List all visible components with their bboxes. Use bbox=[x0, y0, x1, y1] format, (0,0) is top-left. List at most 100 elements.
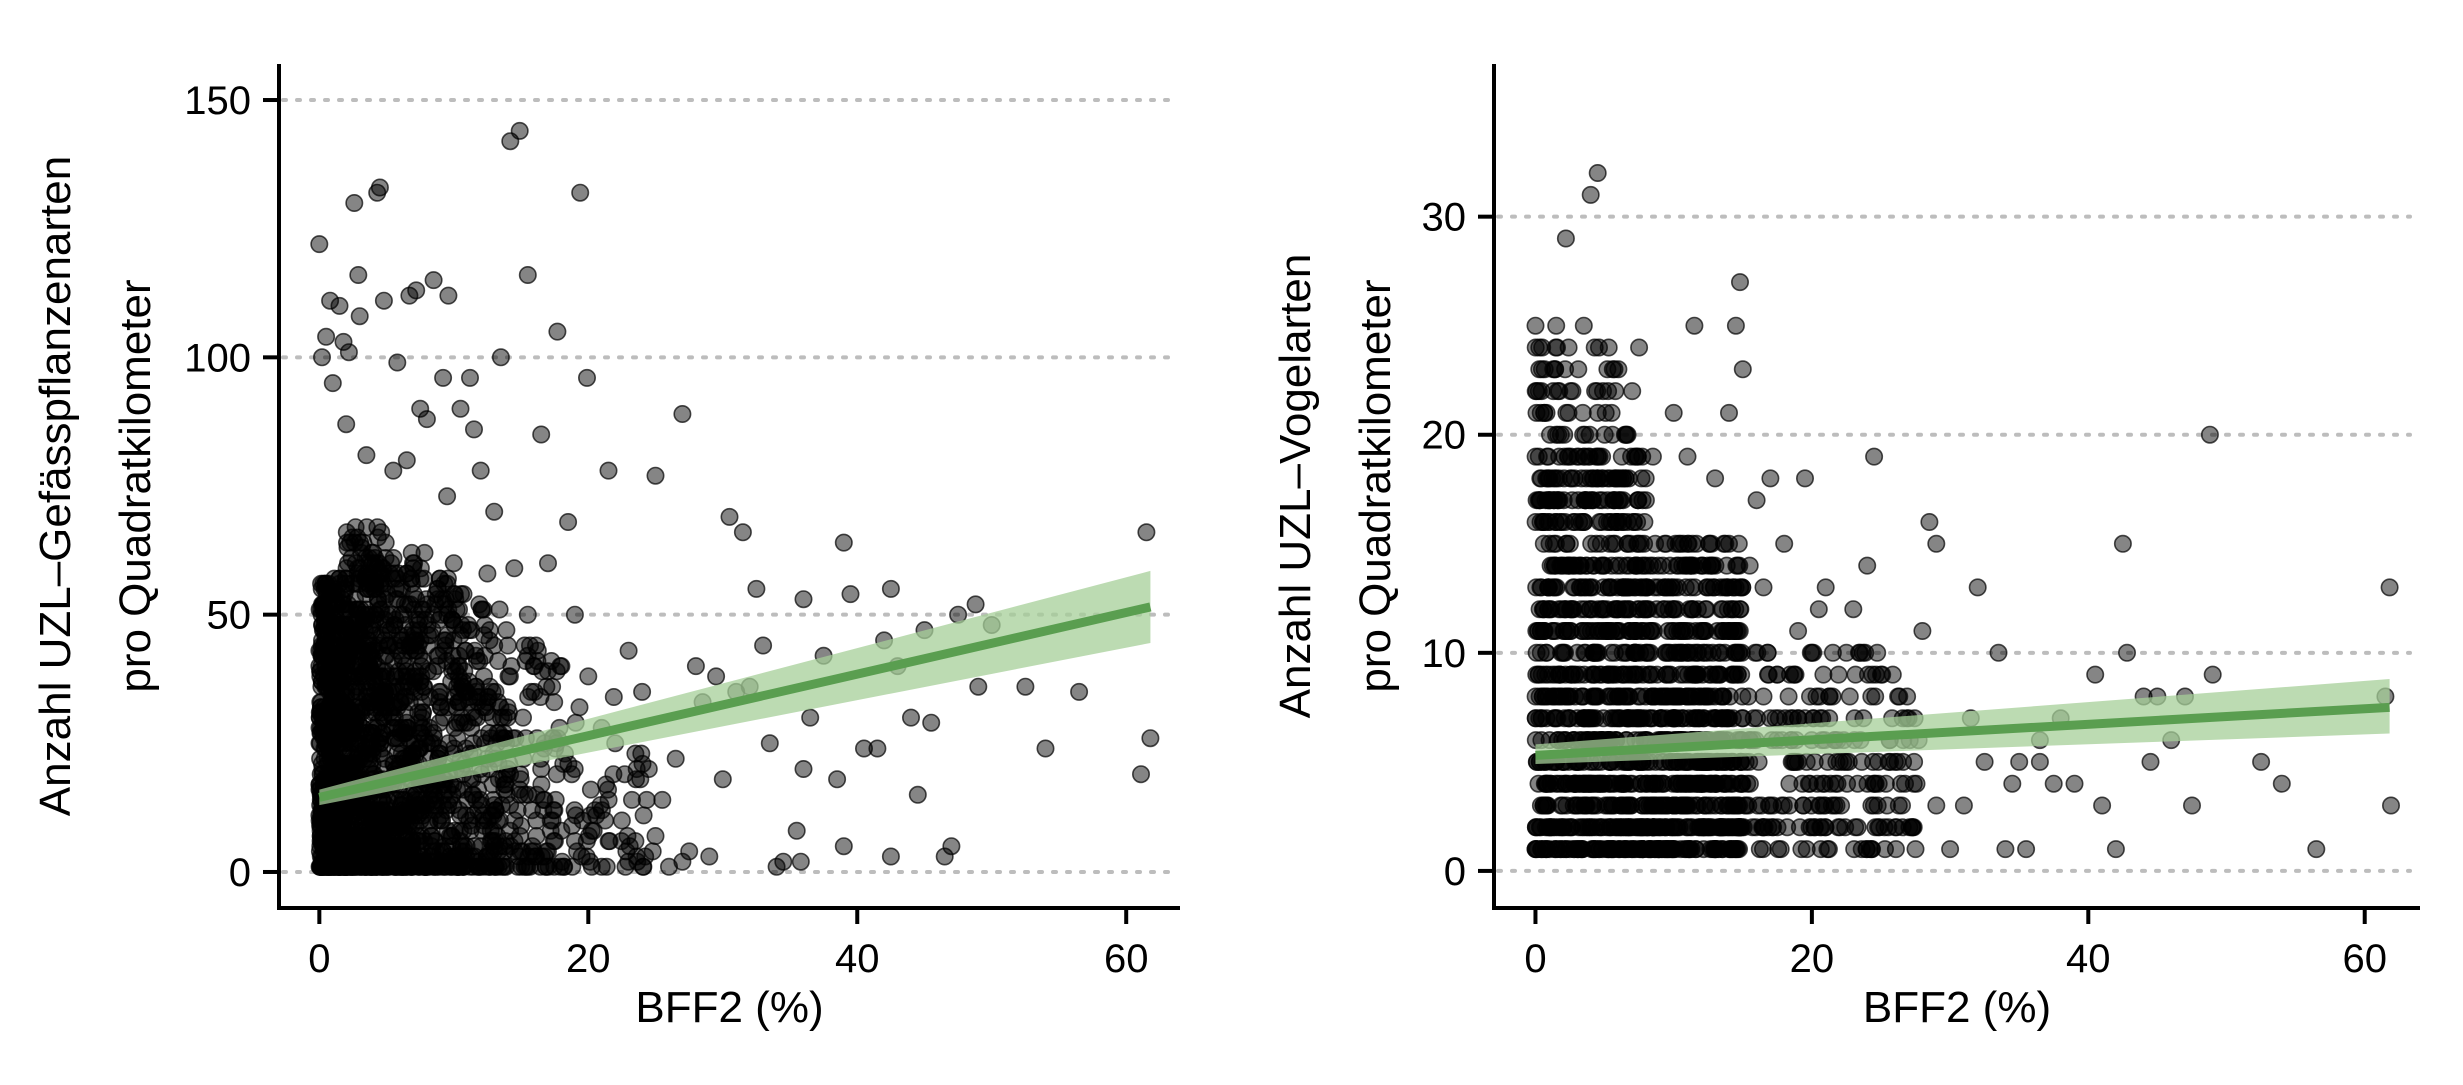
right-point-1635 bbox=[1785, 665, 1804, 684]
left-point-2029 bbox=[537, 842, 556, 861]
left-point-2010 bbox=[511, 842, 530, 861]
right-point-1774 bbox=[1941, 840, 1960, 859]
left-point-1530 bbox=[380, 842, 399, 861]
right-ytick-label-2: 20 bbox=[1422, 414, 1467, 458]
right-point-1735 bbox=[1720, 403, 1739, 422]
right-point-1744 bbox=[1796, 469, 1815, 488]
right-point-1273 bbox=[1706, 774, 1725, 793]
right-point-1667 bbox=[1868, 796, 1887, 815]
left-point-2099 bbox=[407, 281, 426, 300]
left-point-1880 bbox=[497, 621, 516, 640]
right-point-1275 bbox=[1546, 818, 1565, 837]
right-point-1792 bbox=[1740, 556, 1759, 575]
right-point-1271 bbox=[1616, 578, 1635, 597]
right-point-993 bbox=[1732, 665, 1751, 684]
right-point-1678 bbox=[1890, 687, 1909, 706]
left-point-1759 bbox=[420, 687, 439, 706]
right-point-1750 bbox=[1968, 578, 1987, 597]
right-point-888 bbox=[1711, 687, 1730, 706]
left-point-2207 bbox=[673, 852, 692, 871]
right-point-1799 bbox=[1975, 752, 1994, 771]
left-point-2138 bbox=[834, 837, 853, 856]
left-point-2188 bbox=[686, 657, 705, 676]
left-xtick-label-3: 60 bbox=[1104, 937, 1149, 981]
right-point-1561 bbox=[1771, 840, 1790, 859]
left-xtick-label-0: 0 bbox=[308, 937, 330, 981]
left-point-1775 bbox=[418, 857, 437, 876]
right-point-1626 bbox=[1846, 665, 1865, 684]
left-point-2163 bbox=[471, 461, 490, 480]
left-point-2114 bbox=[673, 404, 692, 423]
left-point-2141 bbox=[787, 821, 806, 840]
left-point-2113 bbox=[646, 466, 665, 485]
right-point-1013 bbox=[1676, 578, 1695, 597]
right-point-1429 bbox=[1628, 447, 1647, 466]
right-point-1517 bbox=[1840, 687, 1859, 706]
right-point-1689 bbox=[1891, 774, 1910, 793]
left-point-2177 bbox=[374, 291, 393, 310]
left-point-1177 bbox=[341, 641, 360, 660]
left-point-2153 bbox=[619, 641, 638, 660]
left-point-2065 bbox=[622, 790, 641, 809]
left-point-1158 bbox=[363, 554, 382, 573]
right-point-1454 bbox=[1570, 512, 1589, 531]
right-point-1714 bbox=[1743, 818, 1762, 837]
right-point-1295 bbox=[1667, 774, 1686, 793]
right-point-1184 bbox=[1625, 643, 1644, 662]
right-point-1576 bbox=[1829, 665, 1848, 684]
left-point-2164 bbox=[464, 420, 483, 439]
left-point-2016 bbox=[510, 780, 529, 799]
right-point-1121 bbox=[1711, 643, 1730, 662]
left-point-1187 bbox=[343, 857, 362, 876]
left-point-2147 bbox=[713, 770, 732, 789]
left-point-2106 bbox=[510, 121, 529, 140]
left-point-2186 bbox=[639, 759, 658, 778]
right-point-1117 bbox=[1526, 709, 1545, 728]
right-point-1781 bbox=[1844, 600, 1863, 619]
left-point-2038 bbox=[604, 687, 623, 706]
right-point-1504 bbox=[1594, 382, 1613, 401]
right-point-1755 bbox=[2183, 796, 2202, 815]
right-point-1207 bbox=[1554, 840, 1573, 859]
left-point-2172 bbox=[337, 415, 356, 434]
left-point-2101 bbox=[434, 368, 453, 387]
left-point-1923 bbox=[475, 857, 494, 876]
right-point-1135 bbox=[1721, 774, 1740, 793]
right-point-1754 bbox=[2106, 840, 2125, 859]
left-point-1386 bbox=[384, 548, 403, 567]
right-point-1705 bbox=[1807, 687, 1826, 706]
left-point-1193 bbox=[359, 631, 378, 650]
left-point-1742 bbox=[436, 631, 455, 650]
right-point-1713 bbox=[1846, 818, 1865, 837]
right-point-1279 bbox=[1701, 840, 1720, 859]
right-point-1743 bbox=[1761, 469, 1780, 488]
left-point-2144 bbox=[791, 852, 810, 871]
left-point-2191 bbox=[754, 636, 773, 655]
left-point-2103 bbox=[460, 368, 479, 387]
right-point-1770 bbox=[2003, 774, 2022, 793]
left-point-1899 bbox=[474, 600, 493, 619]
left-point-1481 bbox=[402, 734, 421, 753]
left-point-616 bbox=[315, 641, 334, 660]
left-point-2020 bbox=[501, 796, 520, 815]
right-point-1734 bbox=[1733, 360, 1752, 379]
right-point-1692 bbox=[1793, 774, 1812, 793]
right-point-1261 bbox=[1666, 687, 1685, 706]
right-point-1711 bbox=[1783, 709, 1802, 728]
right-point-1205 bbox=[1587, 534, 1606, 553]
right-point-1011 bbox=[1592, 556, 1611, 575]
right-point-1785 bbox=[1802, 643, 1821, 662]
left-point-2117 bbox=[747, 579, 766, 598]
right-point-1769 bbox=[2010, 752, 2029, 771]
right-point-1297 bbox=[1711, 709, 1730, 728]
right-point-1026 bbox=[1530, 600, 1549, 619]
left-point-2108 bbox=[548, 322, 567, 341]
right-y-axis-title-line-0: Anzahl UZL–Vogelarten bbox=[1271, 254, 1320, 719]
right-point-1025 bbox=[1701, 556, 1720, 575]
left-point-2121 bbox=[881, 579, 900, 598]
left-point-2158 bbox=[559, 512, 578, 531]
left-point-2165 bbox=[451, 399, 470, 418]
left-point-1133 bbox=[364, 651, 383, 670]
right-point-1131 bbox=[1701, 796, 1720, 815]
right-point-1446 bbox=[1538, 447, 1557, 466]
